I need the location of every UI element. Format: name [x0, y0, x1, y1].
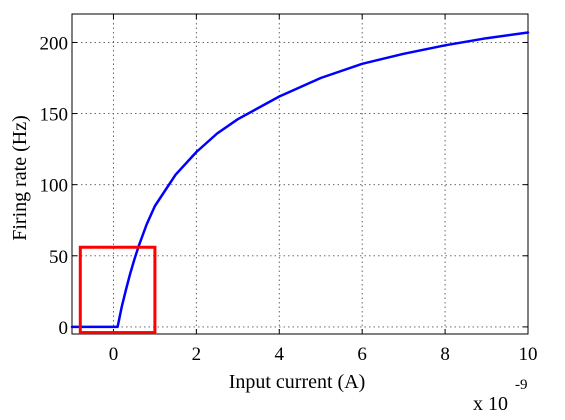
grid	[72, 14, 529, 334]
y-tick-label: 100	[40, 176, 69, 197]
y-tick-label: 150	[40, 105, 69, 126]
x-tick-label: 8	[440, 344, 450, 365]
y-tick-label: 0	[59, 318, 69, 339]
axes	[71, 13, 529, 335]
x-axis-label: Input current (A)	[229, 371, 366, 393]
series-line	[70, 31, 530, 329]
x-tick-label: 10	[519, 344, 538, 365]
x-axis-multiplier: x 10	[473, 393, 508, 415]
x-tick-label: 0	[109, 344, 119, 365]
x-tick-label: 4	[275, 344, 285, 365]
x-tick-label: 2	[192, 344, 202, 365]
highlight-box	[78, 245, 157, 335]
y-axis-label: Firing rate (Hz)	[9, 115, 31, 241]
x-axis-multiplier-exponent: -9	[515, 377, 528, 393]
axes-box	[71, 13, 529, 335]
plot-area	[70, 31, 530, 335]
x-tick-label: 6	[357, 344, 367, 365]
y-tick-label: 50	[49, 247, 68, 268]
y-tick-label: 200	[40, 33, 69, 54]
